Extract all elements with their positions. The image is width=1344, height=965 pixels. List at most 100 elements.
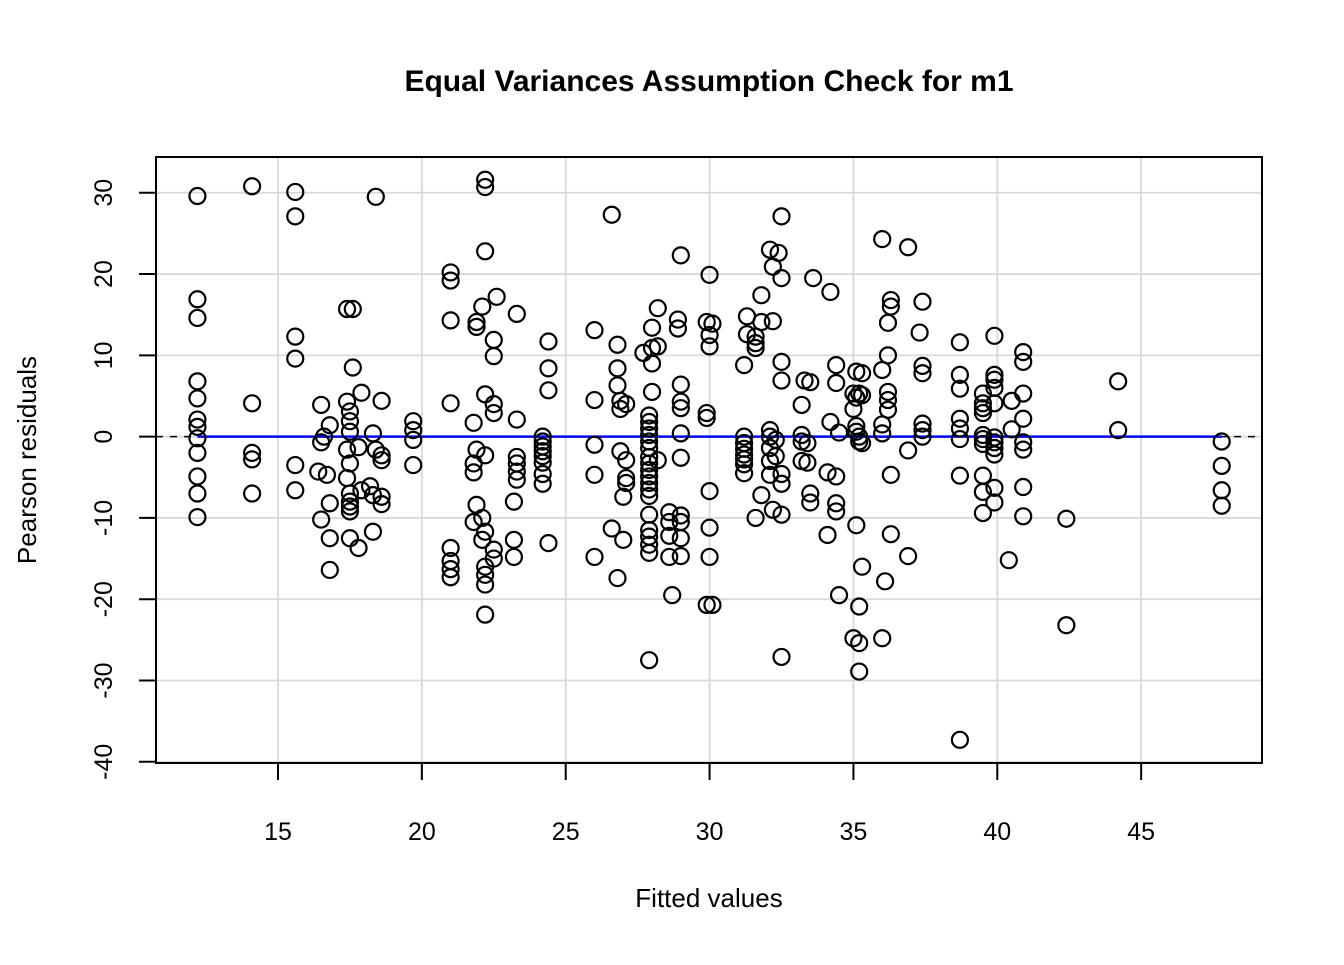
data-point <box>772 474 791 493</box>
data-point <box>985 478 1004 497</box>
data-point <box>735 455 754 474</box>
data-point <box>847 388 866 407</box>
data-point <box>640 473 659 493</box>
data-point <box>746 508 765 528</box>
data-point <box>539 359 558 378</box>
data-point <box>760 451 780 471</box>
y-tick-label: 10 <box>90 341 118 369</box>
data-point <box>1057 616 1076 635</box>
y-tick-label: 0 <box>90 430 118 444</box>
data-point <box>827 494 846 513</box>
data-point <box>504 530 524 549</box>
data-point <box>464 463 483 482</box>
data-point <box>899 547 918 566</box>
data-point <box>950 409 969 428</box>
data-point <box>973 482 993 502</box>
data-point <box>660 503 679 522</box>
data-point <box>697 595 716 614</box>
data-point <box>801 484 820 503</box>
data-point <box>642 318 662 337</box>
data-point <box>873 629 892 648</box>
data-point <box>608 359 627 378</box>
data-point <box>1002 420 1021 439</box>
data-point <box>352 481 371 500</box>
data-point <box>476 177 495 197</box>
y-tick-label: 30 <box>90 179 118 207</box>
data-point <box>504 492 524 511</box>
data-point <box>372 446 391 465</box>
data-point <box>188 484 207 503</box>
data-point <box>760 465 780 484</box>
data-point <box>973 503 993 523</box>
data-point <box>1014 507 1033 526</box>
data-point <box>484 330 503 349</box>
data-point <box>337 440 357 459</box>
data-point <box>337 392 357 411</box>
data-point <box>752 486 771 505</box>
data-point <box>640 447 659 467</box>
data-point <box>372 487 391 506</box>
data-point <box>640 406 659 425</box>
data-point <box>340 402 360 421</box>
data-point <box>640 460 659 480</box>
data-point <box>473 530 492 549</box>
data-point <box>640 543 659 562</box>
data-point <box>913 356 932 376</box>
data-point <box>188 410 207 429</box>
data-point <box>735 427 754 446</box>
data-point <box>441 394 460 413</box>
data-point <box>242 484 262 503</box>
data-point <box>873 415 892 434</box>
data-point <box>404 455 423 475</box>
x-tick-label: 40 <box>983 818 1011 846</box>
data-point <box>640 419 659 438</box>
data-point <box>1212 432 1231 451</box>
data-point <box>671 246 690 265</box>
data-point <box>827 502 846 521</box>
data-point <box>286 481 305 500</box>
data-point <box>852 434 872 453</box>
data-point <box>602 519 621 538</box>
data-point <box>700 518 719 537</box>
data-point <box>772 647 791 667</box>
data-point <box>844 399 863 419</box>
data-point <box>640 412 659 432</box>
data-point <box>671 529 690 548</box>
data-point <box>317 465 337 484</box>
x-tick-label: 30 <box>696 818 724 846</box>
data-point <box>286 182 305 202</box>
x-tick-label: 35 <box>840 818 868 846</box>
data-point <box>640 651 659 670</box>
data-point <box>766 447 785 466</box>
grid-lines <box>156 157 1262 763</box>
data-point <box>735 445 754 464</box>
data-point <box>878 382 898 402</box>
data-point <box>735 355 754 375</box>
data-point <box>507 470 526 489</box>
data-point <box>242 177 262 196</box>
data-point <box>507 410 526 429</box>
x-tick-label: 15 <box>264 818 292 846</box>
data-point <box>484 540 503 559</box>
data-point <box>881 465 900 484</box>
x-tick-label: 25 <box>552 818 580 846</box>
data-point <box>372 451 391 470</box>
data-point <box>985 433 1004 452</box>
data-point <box>188 417 207 436</box>
data-point <box>188 372 207 391</box>
data-point <box>476 575 495 594</box>
y-tick-label: 20 <box>90 260 118 288</box>
data-point <box>950 466 969 485</box>
data-point <box>349 538 368 558</box>
data-point <box>585 321 604 340</box>
data-point <box>973 403 993 423</box>
data-point <box>539 381 558 400</box>
data-point <box>1014 409 1033 428</box>
data-point <box>973 394 993 413</box>
data-point <box>881 525 900 544</box>
data-point <box>950 730 969 749</box>
data-point <box>340 422 360 441</box>
data-point <box>671 448 690 467</box>
